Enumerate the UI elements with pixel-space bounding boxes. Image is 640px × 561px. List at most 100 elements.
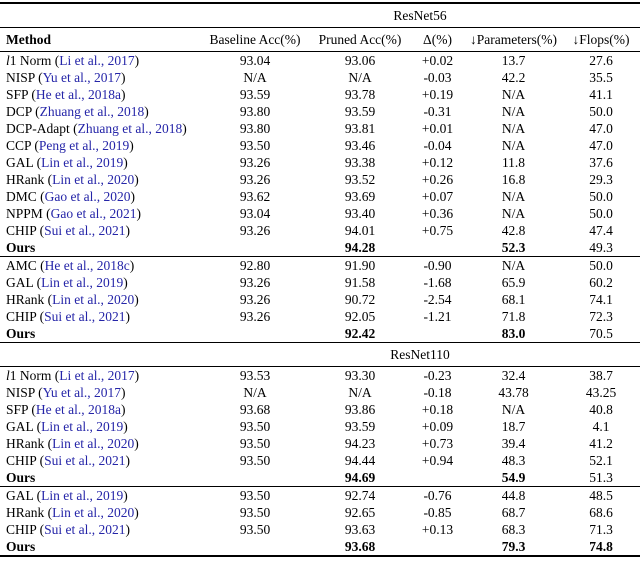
method-name: CHIP bbox=[6, 453, 37, 468]
cell-delta: +0.18 bbox=[421, 402, 454, 417]
cell-delta: +0.75 bbox=[421, 223, 454, 238]
cell-flops: 41.2 bbox=[589, 436, 613, 451]
span-header-row: ResNet56 bbox=[0, 3, 640, 28]
cell-method: HRank (Lin et al., 2020) bbox=[6, 505, 139, 520]
table-row: l1 Norm (Li et al., 2017) 93.04 93.06 +0.02… bbox=[0, 52, 640, 70]
table-row: CHIP (Sui et al., 2021) 93.26 94.01 +0.75 42… bbox=[0, 222, 640, 239]
citation-link[interactable]: He et al., 2018c bbox=[44, 258, 130, 273]
cell-pruned: 93.81 bbox=[344, 121, 376, 136]
cell-baseline: N/A bbox=[243, 385, 267, 400]
citation-link[interactable]: Lin et al., 2019 bbox=[41, 419, 124, 434]
cell-params: 42.2 bbox=[501, 70, 526, 85]
citation-link[interactable]: Li et al., 2017 bbox=[59, 368, 135, 383]
table-row: HRank (Lin et al., 2020) 93.26 93.52 +0.26 1… bbox=[0, 171, 640, 188]
cell-flops: 49.3 bbox=[589, 240, 613, 255]
citation-link[interactable]: Lin et al., 2020 bbox=[52, 505, 135, 520]
cell-baseline: 93.04 bbox=[239, 53, 271, 68]
citation-link[interactable]: Lin et al., 2020 bbox=[52, 292, 135, 307]
cell-baseline: 93.50 bbox=[239, 522, 271, 537]
citation-link[interactable]: Lin et al., 2019 bbox=[41, 488, 124, 503]
citation-link[interactable]: Lin et al., 2019 bbox=[41, 155, 124, 170]
cell-flops: 74.8 bbox=[589, 539, 613, 554]
table-row: DMC (Gao et al., 2020) 93.62 93.69 +0.07 N/A… bbox=[0, 188, 640, 205]
citation-link[interactable]: Sui et al., 2021 bbox=[44, 309, 126, 324]
cell-method: Ours bbox=[0, 239, 200, 257]
cell-baseline: 93.26 bbox=[239, 309, 271, 324]
cell-method: NPPM (Gao et al., 2021) bbox=[6, 206, 142, 221]
cell-flops: 68.6 bbox=[589, 505, 613, 520]
citation-link[interactable]: Sui et al., 2021 bbox=[44, 453, 126, 468]
cell-flops: 47.4 bbox=[589, 223, 613, 238]
cell-flops: 43.25 bbox=[585, 385, 617, 400]
citation-link[interactable]: Gao et al., 2020 bbox=[44, 189, 131, 204]
method-name: CHIP bbox=[6, 223, 37, 238]
table-row: HRank (Lin et al., 2020) 93.50 92.65 -0.85 6… bbox=[0, 504, 640, 521]
cell-method: GAL (Lin et al., 2019) bbox=[6, 155, 128, 170]
citation-link[interactable]: Peng et al., 2019 bbox=[38, 138, 130, 153]
cell-pruned: 94.23 bbox=[344, 436, 376, 451]
method-name: DCP-Adapt bbox=[6, 121, 70, 136]
cell-delta: -0.23 bbox=[423, 368, 452, 383]
cell-flops: 50.0 bbox=[589, 104, 613, 119]
citation-link[interactable]: Lin et al., 2020 bbox=[52, 436, 135, 451]
cell-method: l1 Norm (Li et al., 2017) bbox=[6, 53, 140, 68]
citation-link[interactable]: Sui et al., 2021 bbox=[44, 522, 126, 537]
table-row: CHIP (Sui et al., 2021) 93.26 92.05 -1.21 71… bbox=[0, 308, 640, 325]
citation-link[interactable]: He et al., 2018a bbox=[35, 87, 121, 102]
cell-delta bbox=[410, 469, 465, 487]
cell-delta: +0.01 bbox=[421, 121, 454, 136]
cell-flops: 74.1 bbox=[589, 292, 613, 307]
table-row: NISP (Yu et al., 2017) N/A N/A -0.03 42.2 35.… bbox=[0, 69, 640, 86]
method-name: AMC bbox=[6, 258, 37, 273]
method-name: HRank bbox=[6, 505, 45, 520]
table-row: CHIP (Sui et al., 2021) 93.50 93.63 +0.13 68… bbox=[0, 521, 640, 538]
cell-delta: +0.36 bbox=[421, 206, 454, 221]
cell-flops: 52.1 bbox=[589, 453, 613, 468]
cell-method: Ours bbox=[0, 538, 200, 556]
method-name: CHIP bbox=[6, 522, 37, 537]
cell-baseline: 93.50 bbox=[239, 453, 271, 468]
citation-link[interactable]: Yu et al., 2017 bbox=[42, 70, 122, 85]
cell-method: Ours bbox=[0, 325, 200, 343]
cell-baseline: 93.59 bbox=[239, 87, 271, 102]
cell-pruned: N/A bbox=[348, 70, 372, 85]
cell-delta: +0.19 bbox=[421, 87, 454, 102]
span-header-resnet110: ResNet110 bbox=[200, 342, 640, 367]
table-row: CCP (Peng et al., 2019) 93.50 93.46 -0.04 N/… bbox=[0, 137, 640, 154]
table-row: Ours 93.68 79.3 74.8 bbox=[0, 538, 640, 556]
method-name: Ours bbox=[6, 539, 36, 554]
math-italic-prefix: l bbox=[6, 53, 10, 68]
method-name: CCP bbox=[6, 138, 32, 153]
citation-link[interactable]: He et al., 2018a bbox=[35, 402, 121, 417]
cell-params: 52.3 bbox=[501, 240, 526, 255]
cell-method: HRank (Lin et al., 2020) bbox=[6, 436, 139, 451]
citation-link[interactable]: Yu et al., 2017 bbox=[42, 385, 122, 400]
cell-params: 16.8 bbox=[501, 172, 526, 187]
cell-flops: 71.3 bbox=[589, 522, 613, 537]
citation-link[interactable]: Zhuang et al., 2018 bbox=[77, 121, 183, 136]
cell-method: CCP (Peng et al., 2019) bbox=[6, 138, 134, 153]
citation-link[interactable]: Gao et al., 2021 bbox=[50, 206, 137, 221]
citation-link[interactable]: Lin et al., 2019 bbox=[41, 275, 124, 290]
col-header-params: ↓Parameters(%) bbox=[465, 27, 562, 52]
citation-link[interactable]: Sui et al., 2021 bbox=[44, 223, 126, 238]
cell-pruned: 91.90 bbox=[344, 258, 376, 273]
cell-method: GAL (Lin et al., 2019) bbox=[6, 275, 128, 290]
cell-flops: 29.3 bbox=[589, 172, 613, 187]
citation-link[interactable]: Li et al., 2017 bbox=[59, 53, 135, 68]
method-name: NISP bbox=[6, 385, 35, 400]
citation-link[interactable]: Lin et al., 2020 bbox=[52, 172, 135, 187]
cell-baseline: 93.26 bbox=[239, 155, 271, 170]
cell-delta bbox=[410, 325, 465, 343]
cell-pruned: 91.58 bbox=[344, 275, 376, 290]
cell-params: N/A bbox=[501, 121, 526, 136]
method-name: GAL bbox=[6, 155, 34, 170]
cell-method: HRank (Lin et al., 2020) bbox=[6, 172, 139, 187]
math-italic-prefix: l bbox=[6, 368, 10, 383]
cell-method: DCP (Zhuang et al., 2018) bbox=[6, 104, 149, 119]
cell-pruned: 90.72 bbox=[344, 292, 376, 307]
citation-link[interactable]: Zhuang et al., 2018 bbox=[39, 104, 145, 119]
cell-params: 48.3 bbox=[501, 453, 526, 468]
